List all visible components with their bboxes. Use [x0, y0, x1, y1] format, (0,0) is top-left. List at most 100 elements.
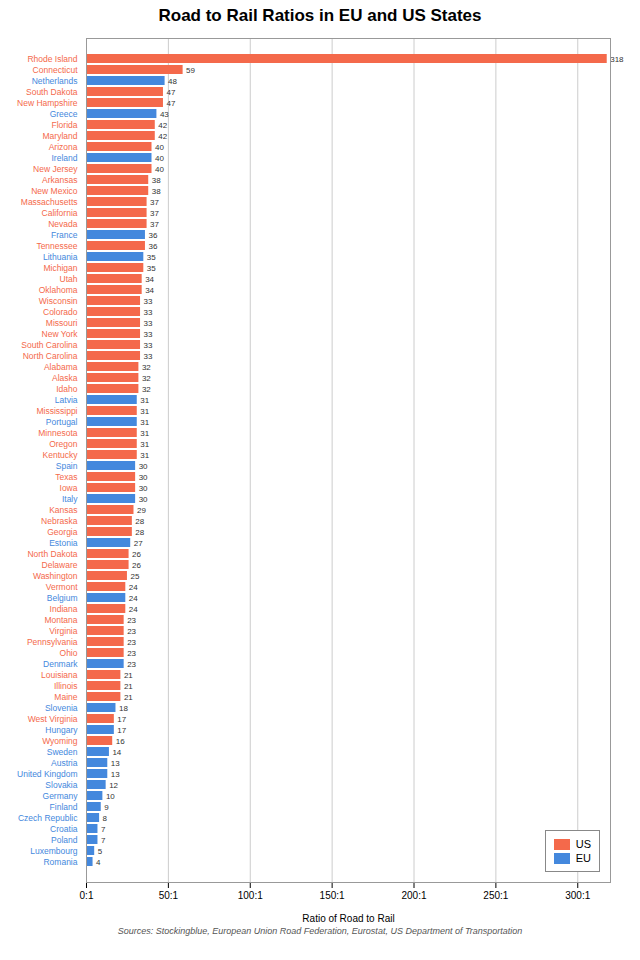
svg-text:318: 318: [610, 55, 624, 64]
svg-text:21: 21: [124, 682, 133, 691]
svg-text:32: 32: [142, 363, 151, 372]
svg-text:37: 37: [150, 198, 159, 207]
svg-text:18: 18: [119, 704, 128, 713]
svg-text:40: 40: [155, 165, 164, 174]
svg-text:Florida: Florida: [52, 120, 78, 130]
svg-text:Maryland: Maryland: [43, 131, 78, 141]
svg-text:Spain: Spain: [56, 461, 78, 471]
svg-text:Belgium: Belgium: [47, 593, 78, 603]
svg-text:Oklahoma: Oklahoma: [39, 285, 78, 295]
svg-text:47: 47: [166, 88, 175, 97]
svg-text:Croatia: Croatia: [50, 824, 78, 834]
svg-text:36: 36: [148, 242, 157, 251]
svg-text:21: 21: [124, 693, 133, 702]
svg-text:35: 35: [147, 264, 156, 273]
svg-text:31: 31: [140, 429, 149, 438]
svg-text:4: 4: [96, 858, 101, 867]
svg-text:Rhode Island: Rhode Island: [27, 54, 77, 64]
svg-text:250:1: 250:1: [483, 890, 508, 901]
svg-text:200:1: 200:1: [401, 890, 426, 901]
svg-text:33: 33: [144, 297, 153, 306]
svg-text:34: 34: [145, 275, 154, 284]
svg-text:50:1: 50:1: [159, 890, 179, 901]
svg-text:23: 23: [127, 627, 136, 636]
svg-text:New Jersey: New Jersey: [33, 164, 78, 174]
svg-text:17: 17: [117, 726, 126, 735]
svg-text:Arkansas: Arkansas: [42, 175, 77, 185]
svg-text:Denmark: Denmark: [43, 659, 78, 669]
svg-text:Louisiana: Louisiana: [41, 670, 78, 680]
svg-text:Montana: Montana: [44, 615, 77, 625]
svg-text:Colorado: Colorado: [43, 307, 78, 317]
svg-text:Iowa: Iowa: [60, 483, 78, 493]
svg-text:Maine: Maine: [54, 692, 77, 702]
svg-text:Delaware: Delaware: [42, 560, 78, 570]
svg-text:33: 33: [144, 319, 153, 328]
svg-text:Nevada: Nevada: [48, 219, 78, 229]
svg-text:Kentucky: Kentucky: [43, 450, 79, 460]
svg-text:8: 8: [103, 814, 108, 823]
svg-text:Ohio: Ohio: [60, 648, 78, 658]
svg-text:23: 23: [127, 660, 136, 669]
svg-text:42: 42: [158, 121, 167, 130]
svg-text:27: 27: [134, 539, 143, 548]
svg-text:31: 31: [140, 440, 149, 449]
svg-text:Kansas: Kansas: [49, 505, 77, 515]
svg-text:Washington: Washington: [33, 571, 78, 581]
svg-text:40: 40: [155, 143, 164, 152]
svg-text:28: 28: [135, 528, 144, 537]
svg-text:17: 17: [117, 715, 126, 724]
svg-text:France: France: [51, 230, 78, 240]
svg-text:26: 26: [132, 561, 141, 570]
svg-text:42: 42: [158, 132, 167, 141]
svg-text:14: 14: [112, 748, 121, 757]
svg-text:Germany: Germany: [43, 791, 79, 801]
svg-text:Lithuania: Lithuania: [43, 252, 78, 262]
svg-text:38: 38: [152, 187, 161, 196]
svg-text:Michigan: Michigan: [43, 263, 77, 273]
svg-text:30: 30: [139, 462, 148, 471]
svg-text:Finland: Finland: [50, 802, 78, 812]
svg-text:48: 48: [168, 77, 177, 86]
svg-text:7: 7: [101, 825, 106, 834]
svg-text:24: 24: [129, 594, 138, 603]
svg-text:5: 5: [98, 847, 103, 856]
svg-text:31: 31: [140, 451, 149, 460]
svg-text:31: 31: [140, 396, 149, 405]
svg-text:Tennessee: Tennessee: [36, 241, 77, 251]
svg-text:24: 24: [129, 605, 138, 614]
svg-text:Minnesota: Minnesota: [38, 428, 77, 438]
svg-text:35: 35: [147, 253, 156, 262]
svg-text:36: 36: [148, 231, 157, 240]
svg-text:Poland: Poland: [51, 835, 78, 845]
svg-text:38: 38: [152, 176, 161, 185]
svg-text:23: 23: [127, 616, 136, 625]
svg-text:Missouri: Missouri: [46, 318, 78, 328]
svg-text:Wyoming: Wyoming: [42, 736, 78, 746]
svg-text:Romania: Romania: [43, 857, 77, 867]
svg-text:Slovenia: Slovenia: [45, 703, 78, 713]
svg-text:New York: New York: [42, 329, 79, 339]
svg-text:Slovakia: Slovakia: [45, 780, 77, 790]
svg-text:31: 31: [140, 407, 149, 416]
svg-text:Austria: Austria: [51, 758, 78, 768]
svg-text:Wisconsin: Wisconsin: [39, 296, 78, 306]
svg-text:21: 21: [124, 671, 133, 680]
svg-text:Illinois: Illinois: [54, 681, 78, 691]
svg-text:Sweden: Sweden: [47, 747, 78, 757]
svg-text:9: 9: [104, 803, 109, 812]
svg-text:Pennsylvania: Pennsylvania: [27, 637, 78, 647]
svg-text:North Dakota: North Dakota: [27, 549, 77, 559]
svg-text:16: 16: [116, 737, 125, 746]
svg-text:24: 24: [129, 583, 138, 592]
svg-text:Georgia: Georgia: [47, 527, 78, 537]
svg-text:Vermont: Vermont: [46, 582, 78, 592]
svg-text:13: 13: [111, 759, 120, 768]
svg-text:59: 59: [186, 66, 195, 75]
svg-text:37: 37: [150, 220, 159, 229]
svg-text:40: 40: [155, 154, 164, 163]
svg-text:Italy: Italy: [62, 494, 78, 504]
svg-text:Utah: Utah: [60, 274, 78, 284]
svg-text:33: 33: [144, 341, 153, 350]
svg-text:Greece: Greece: [50, 109, 78, 119]
